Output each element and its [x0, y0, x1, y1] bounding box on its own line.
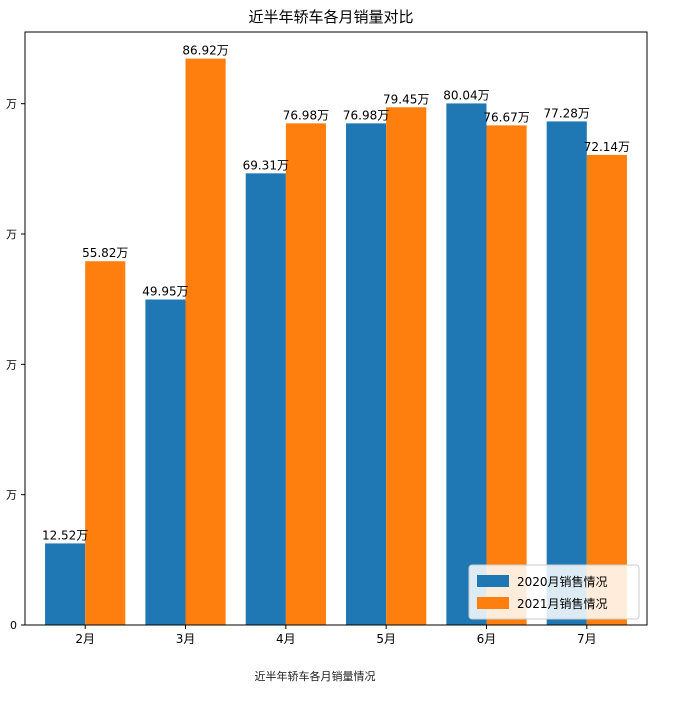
x-tick-label-2: 4月 — [276, 632, 296, 646]
x-tick-label-4: 6月 — [477, 632, 497, 646]
y-tick-label-2: 万 — [6, 358, 17, 371]
bar-s2-6 — [586, 154, 627, 625]
data-label-s2-4: 79.45万 — [383, 92, 429, 106]
bar-s2-4 — [386, 107, 427, 625]
bar-s1-1 — [45, 543, 86, 625]
x-tick-label-1: 3月 — [176, 632, 196, 646]
legend: 2020月销售情况 2021月销售情况 — [468, 564, 640, 620]
data-label-s1-1: 12.52万 — [42, 528, 88, 542]
legend-swatch-1 — [477, 575, 509, 587]
figure-caption: 近半年轿车各月销量情况 — [254, 670, 376, 683]
y-tick-label-1: 万 — [6, 489, 17, 502]
bar-s2-3 — [285, 123, 326, 626]
data-label-s2-6: 72.14万 — [584, 140, 630, 154]
legend-box — [468, 564, 640, 620]
bar-s1-4 — [346, 123, 387, 626]
y-tick-label-0: 0 — [10, 619, 17, 632]
x-tick-label-3: 5月 — [376, 632, 396, 646]
data-label-s2-1: 55.82万 — [82, 246, 128, 260]
data-label-s2-5: 76.67万 — [483, 110, 529, 124]
legend-label-2: 2021月销售情况 — [517, 596, 608, 611]
data-label-s1-3: 69.31万 — [243, 158, 289, 172]
plot-frame — [24, 31, 648, 626]
x-tick-label-0: 2月 — [75, 632, 95, 646]
x-tick-label-5: 7月 — [577, 632, 597, 646]
legend-swatch-2 — [477, 597, 509, 609]
data-label-s1-2: 49.95万 — [142, 285, 188, 299]
bar-s1-3 — [245, 173, 286, 625]
legend-label-1: 2020月销售情况 — [517, 574, 608, 589]
bar-s2-2 — [185, 58, 226, 625]
data-label-s1-5: 80.04万 — [443, 88, 489, 102]
data-label-s1-4: 76.98万 — [343, 108, 389, 122]
data-label-s2-2: 86.92万 — [182, 44, 228, 58]
y-tick-label-3: 万 — [6, 228, 17, 241]
bar-s1-6 — [546, 121, 587, 625]
bar-s2-5 — [486, 125, 527, 625]
chart-title: 近半年轿车各月销量对比 — [248, 8, 413, 26]
data-labels-layer: 12.52万 49.95万 69.31万 76.98万 80.04万 77.28万 55.8… — [42, 44, 630, 543]
bar-s1-5 — [446, 103, 487, 626]
data-label-s2-3: 76.98万 — [283, 108, 329, 122]
bars-layer — [45, 58, 627, 626]
bar-s2-1 — [85, 261, 126, 625]
bar-s1-2 — [145, 299, 186, 625]
data-label-s1-6: 77.28万 — [544, 106, 590, 120]
y-tick-label-4: 万 — [6, 98, 17, 111]
